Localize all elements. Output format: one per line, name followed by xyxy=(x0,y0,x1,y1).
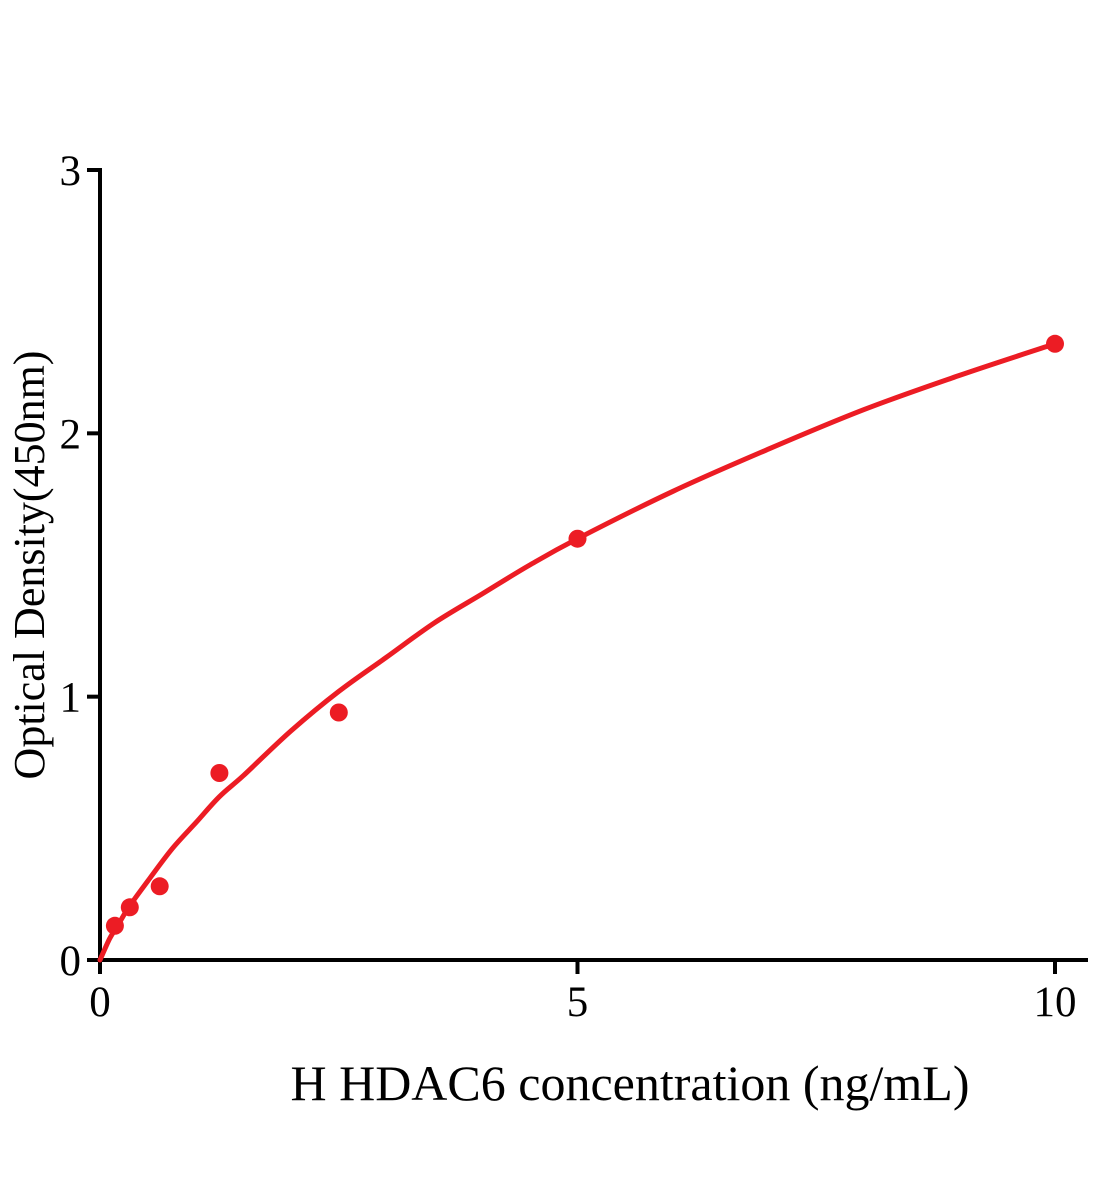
x-tick-label: 0 xyxy=(89,979,111,1026)
y-axis-title: Optical Density(450nm) xyxy=(5,351,54,780)
x-tick-label: 10 xyxy=(1034,979,1077,1026)
y-tick-label: 2 xyxy=(60,411,82,458)
data-point xyxy=(120,898,139,917)
y-tick-label: 0 xyxy=(60,938,82,985)
data-point xyxy=(329,703,348,722)
data-point xyxy=(105,916,124,935)
data-point xyxy=(150,877,169,896)
fit-curve xyxy=(97,341,1058,963)
y-tick-label: 1 xyxy=(60,675,82,722)
x-axis-title: H HDAC6 concentration (ng/mL) xyxy=(290,1055,969,1111)
axes: 0 1 2 3 0 5 10 xyxy=(60,148,1088,1026)
data-points-layer xyxy=(105,334,1064,935)
data-point xyxy=(210,764,229,782)
x-tick-label: 5 xyxy=(567,979,589,1026)
fit-curve-layer xyxy=(97,341,1058,963)
y-tick-label: 3 xyxy=(60,148,82,195)
data-point xyxy=(568,529,587,548)
data-point xyxy=(1046,334,1064,353)
